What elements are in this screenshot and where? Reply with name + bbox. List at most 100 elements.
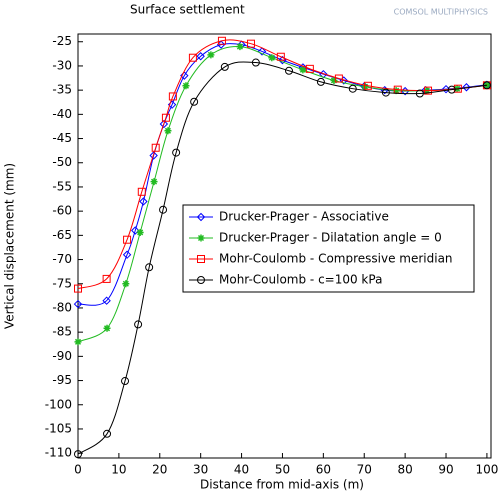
marker bbox=[483, 81, 491, 89]
marker bbox=[136, 228, 144, 236]
marker bbox=[246, 39, 255, 48]
marker bbox=[121, 377, 130, 386]
marker bbox=[196, 212, 206, 222]
marker bbox=[392, 87, 400, 95]
x-tick-label: 90 bbox=[438, 463, 453, 477]
marker bbox=[139, 197, 148, 206]
x-tick-label: 80 bbox=[397, 463, 412, 477]
marker bbox=[182, 82, 190, 90]
x-tick-label: 50 bbox=[275, 463, 290, 477]
marker bbox=[276, 52, 285, 61]
marker bbox=[145, 263, 154, 272]
marker bbox=[316, 77, 325, 86]
marker bbox=[363, 81, 372, 90]
marker bbox=[197, 255, 205, 263]
marker bbox=[299, 66, 307, 74]
y-tick-label: -100 bbox=[45, 397, 72, 411]
marker bbox=[220, 62, 229, 71]
y-tick-label: -60 bbox=[52, 204, 72, 218]
x-tick-label: 10 bbox=[111, 463, 126, 477]
y-tick-label: -65 bbox=[52, 228, 72, 242]
marker bbox=[197, 276, 205, 284]
x-tick-label: 40 bbox=[234, 463, 249, 477]
marker bbox=[251, 58, 260, 67]
marker bbox=[482, 81, 491, 90]
y-tick-label: -80 bbox=[52, 300, 72, 314]
marker bbox=[424, 86, 433, 95]
legend-label: Mohr-Coulomb - c=100 kPa bbox=[219, 273, 382, 287]
legend: Drucker-Prager - Associative Drucker-Prag… bbox=[182, 204, 475, 293]
marker bbox=[207, 51, 215, 59]
marker bbox=[447, 85, 456, 94]
marker bbox=[123, 235, 132, 244]
marker bbox=[334, 74, 343, 83]
marker bbox=[122, 280, 130, 288]
marker bbox=[159, 119, 169, 129]
marker bbox=[102, 296, 111, 305]
marker bbox=[137, 187, 146, 196]
marker bbox=[268, 54, 276, 62]
marker bbox=[134, 320, 143, 329]
y-tick-label: -90 bbox=[52, 349, 72, 363]
marker bbox=[172, 148, 181, 157]
y-tick-label: -85 bbox=[52, 325, 72, 339]
x-axis-label: Distance from mid-axis (m) bbox=[200, 478, 364, 492]
marker bbox=[74, 338, 82, 346]
marker bbox=[197, 234, 205, 242]
legend-label: Drucker-Prager - Associative bbox=[219, 210, 389, 224]
marker bbox=[131, 226, 140, 235]
x-tick-label: 70 bbox=[357, 463, 372, 477]
marker bbox=[188, 53, 197, 62]
x-tick-label: 100 bbox=[475, 463, 498, 477]
y-tick-label: -35 bbox=[52, 83, 72, 97]
marker bbox=[257, 47, 267, 56]
y-axis-label: Vertical displacement (mm) bbox=[3, 163, 17, 329]
marker bbox=[236, 43, 244, 51]
marker bbox=[381, 88, 390, 97]
y-tick-label: -75 bbox=[52, 276, 72, 290]
marker bbox=[168, 92, 177, 101]
marker bbox=[161, 113, 170, 122]
marker bbox=[73, 299, 83, 309]
logo: COMSOL MULTIPHYSICS bbox=[394, 8, 488, 17]
series-line bbox=[77, 61, 487, 455]
marker bbox=[74, 450, 82, 459]
y-tick-label: -30 bbox=[52, 58, 72, 72]
x-tick-label: 60 bbox=[316, 463, 331, 477]
y-tick-label: -70 bbox=[52, 252, 72, 266]
chart-title: Surface settlement bbox=[130, 3, 245, 17]
marker bbox=[164, 127, 172, 135]
y-tick-label: -95 bbox=[52, 373, 72, 387]
marker bbox=[159, 205, 168, 214]
marker bbox=[190, 97, 199, 106]
y-tick-label: -110 bbox=[45, 446, 72, 460]
marker bbox=[196, 52, 205, 61]
x-tick-label: 30 bbox=[193, 463, 208, 477]
marker bbox=[284, 66, 293, 75]
y-tick-label: -45 bbox=[52, 131, 72, 145]
y-tick-label: -55 bbox=[52, 179, 72, 193]
marker bbox=[103, 324, 111, 332]
y-tick-label: -105 bbox=[45, 421, 72, 435]
marker bbox=[217, 36, 226, 45]
legend-box bbox=[182, 204, 475, 293]
marker bbox=[361, 83, 369, 91]
x-tick-label: 20 bbox=[152, 463, 167, 477]
y-tick-label: -40 bbox=[52, 107, 72, 121]
plot-area bbox=[77, 33, 492, 459]
y-tick-label: -50 bbox=[52, 155, 72, 169]
marker bbox=[305, 64, 314, 73]
marker bbox=[415, 89, 424, 98]
marker bbox=[102, 274, 111, 283]
marker bbox=[462, 83, 471, 92]
marker bbox=[149, 151, 158, 160]
marker bbox=[103, 429, 112, 438]
marker bbox=[74, 284, 82, 293]
legend-label: Mohr-Coulomb - Compressive meridian bbox=[219, 252, 453, 266]
legend-label: Drucker-Prager - Dilatation angle = 0 bbox=[219, 231, 442, 245]
marker bbox=[180, 71, 189, 80]
marker bbox=[151, 143, 160, 152]
x-tick-label: 0 bbox=[74, 463, 82, 477]
y-tick-label: -25 bbox=[52, 34, 72, 48]
